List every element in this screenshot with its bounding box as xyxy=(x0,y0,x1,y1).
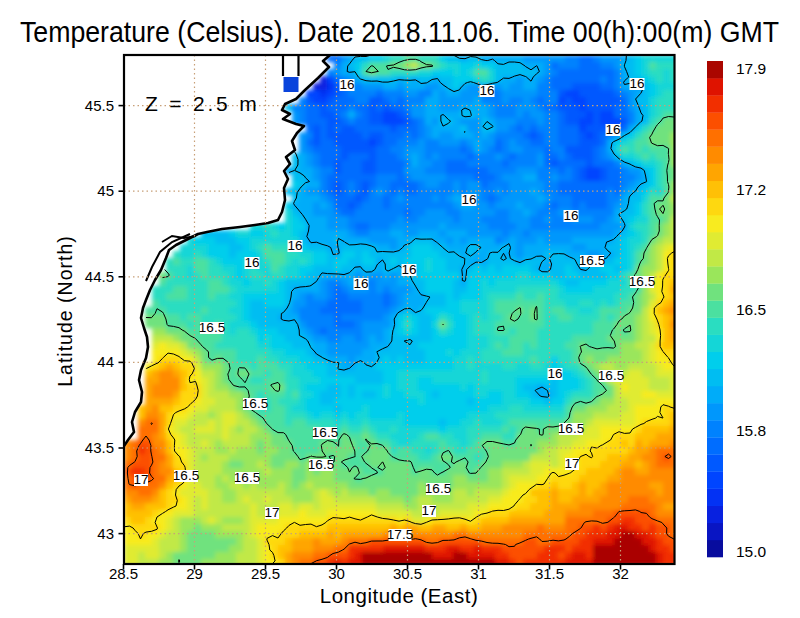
svg-text:17: 17 xyxy=(133,472,148,487)
svg-text:16.5: 16.5 xyxy=(173,468,199,483)
svg-text:16: 16 xyxy=(629,76,644,91)
svg-text:43: 43 xyxy=(97,525,114,542)
svg-text:44.5: 44.5 xyxy=(85,268,114,285)
svg-text:32: 32 xyxy=(612,565,629,582)
svg-text:17: 17 xyxy=(264,505,279,520)
svg-text:31: 31 xyxy=(470,565,487,582)
svg-text:17.2: 17.2 xyxy=(736,181,766,198)
svg-text:16.5: 16.5 xyxy=(312,425,338,440)
svg-text:16.5: 16.5 xyxy=(308,457,334,472)
svg-text:16: 16 xyxy=(563,208,578,223)
svg-text:30.5: 30.5 xyxy=(393,565,422,582)
svg-text:31.5: 31.5 xyxy=(535,565,564,582)
svg-text:16: 16 xyxy=(287,238,302,253)
svg-text:28.5: 28.5 xyxy=(109,565,138,582)
svg-text:16.5: 16.5 xyxy=(629,274,655,289)
svg-text:Latitude (North): Latitude (North) xyxy=(54,235,76,386)
svg-text:16.5: 16.5 xyxy=(736,301,766,318)
svg-text:15.0: 15.0 xyxy=(736,543,767,560)
svg-text:Temperature (Celsius). Date 20: Temperature (Celsius). Date 2018.11.06. … xyxy=(20,15,779,48)
svg-text:16.5: 16.5 xyxy=(425,481,451,496)
svg-text:16: 16 xyxy=(244,255,259,270)
svg-text:17: 17 xyxy=(564,456,579,471)
svg-text:16.5: 16.5 xyxy=(598,368,624,383)
svg-text:15.8: 15.8 xyxy=(736,422,766,439)
svg-text:16.5: 16.5 xyxy=(242,396,268,411)
svg-text:43.5: 43.5 xyxy=(85,439,114,456)
svg-text:16: 16 xyxy=(401,262,416,277)
svg-text:17.5: 17.5 xyxy=(387,527,413,542)
svg-text:30: 30 xyxy=(328,565,345,582)
svg-text:29: 29 xyxy=(186,565,203,582)
svg-text:16: 16 xyxy=(605,122,620,137)
svg-text:29.5: 29.5 xyxy=(251,565,280,582)
svg-text:16.5: 16.5 xyxy=(234,470,260,485)
svg-text:45.5: 45.5 xyxy=(85,97,114,114)
svg-text:45: 45 xyxy=(97,182,114,199)
svg-text:16.5: 16.5 xyxy=(579,253,605,268)
svg-text:16: 16 xyxy=(479,83,494,98)
svg-text:16.5: 16.5 xyxy=(199,320,225,335)
svg-text:17: 17 xyxy=(421,503,436,518)
svg-text:16.5: 16.5 xyxy=(558,421,584,436)
svg-text:17.9: 17.9 xyxy=(736,60,766,77)
svg-text:16: 16 xyxy=(353,276,368,291)
svg-text:Z = 2.5 m: Z = 2.5 m xyxy=(145,92,259,115)
svg-text:16: 16 xyxy=(339,77,354,92)
svg-text:16: 16 xyxy=(461,192,476,207)
svg-text:44: 44 xyxy=(97,353,114,370)
svg-text:Longitude (East): Longitude (East) xyxy=(320,584,478,607)
svg-text:16: 16 xyxy=(547,366,562,381)
